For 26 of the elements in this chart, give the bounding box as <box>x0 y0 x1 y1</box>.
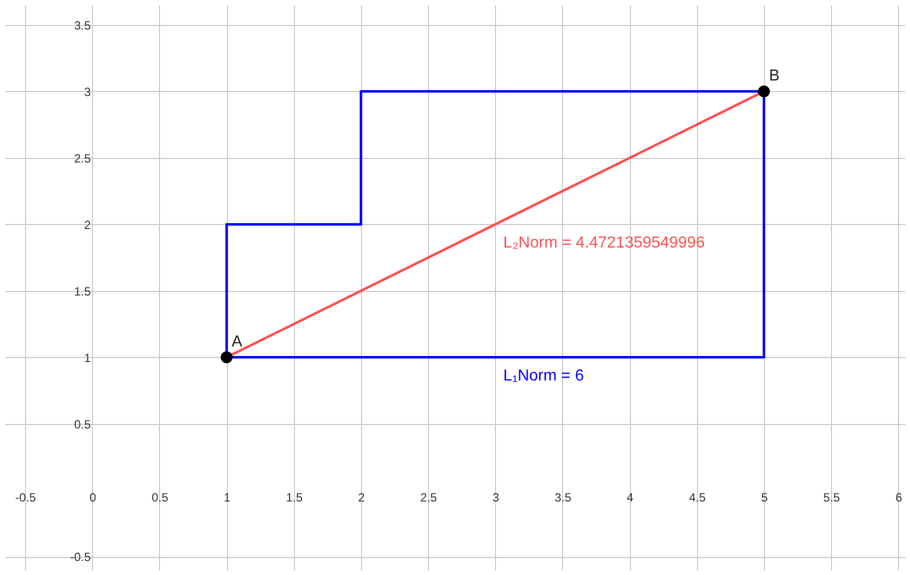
y-tick-label: 3 <box>84 84 92 99</box>
x-tick-label: 4.5 <box>688 490 706 505</box>
y-tick-label: 1 <box>84 350 92 365</box>
x-tick-label: 2.5 <box>420 490 438 505</box>
y-tick-label: 0.5 <box>74 417 92 432</box>
x-tick-label: 0.5 <box>152 490 169 505</box>
x-tick-label: 1 <box>224 490 231 505</box>
y-tick-label: 2.5 <box>74 151 92 166</box>
series-label: L₁Norm = 6 <box>503 367 584 384</box>
y-tick-label: -0.5 <box>70 550 92 564</box>
y-tick-label: 1.5 <box>74 284 92 298</box>
x-tick-label: 2 <box>358 490 366 505</box>
annotation: B <box>768 67 780 84</box>
x-tick-label: -0.5 <box>15 490 36 505</box>
x-tick-label: 3 <box>492 490 500 505</box>
x-tick-label: 1.5 <box>286 490 303 505</box>
x-tick-label: 5 <box>761 490 768 505</box>
x-tick-label: 5.5 <box>823 490 840 505</box>
y-tick-label: 3.5 <box>74 18 92 32</box>
x-tick-label: 6 <box>895 490 902 505</box>
x-tick-label: 4 <box>626 490 634 505</box>
series-label: L₂Norm = 4.4721359549996 <box>503 234 705 252</box>
x-tick-label: 0 <box>89 490 96 505</box>
annotation: A <box>232 333 243 350</box>
x-tick-label: 3.5 <box>554 490 572 505</box>
y-tick-label: 2 <box>84 218 92 232</box>
